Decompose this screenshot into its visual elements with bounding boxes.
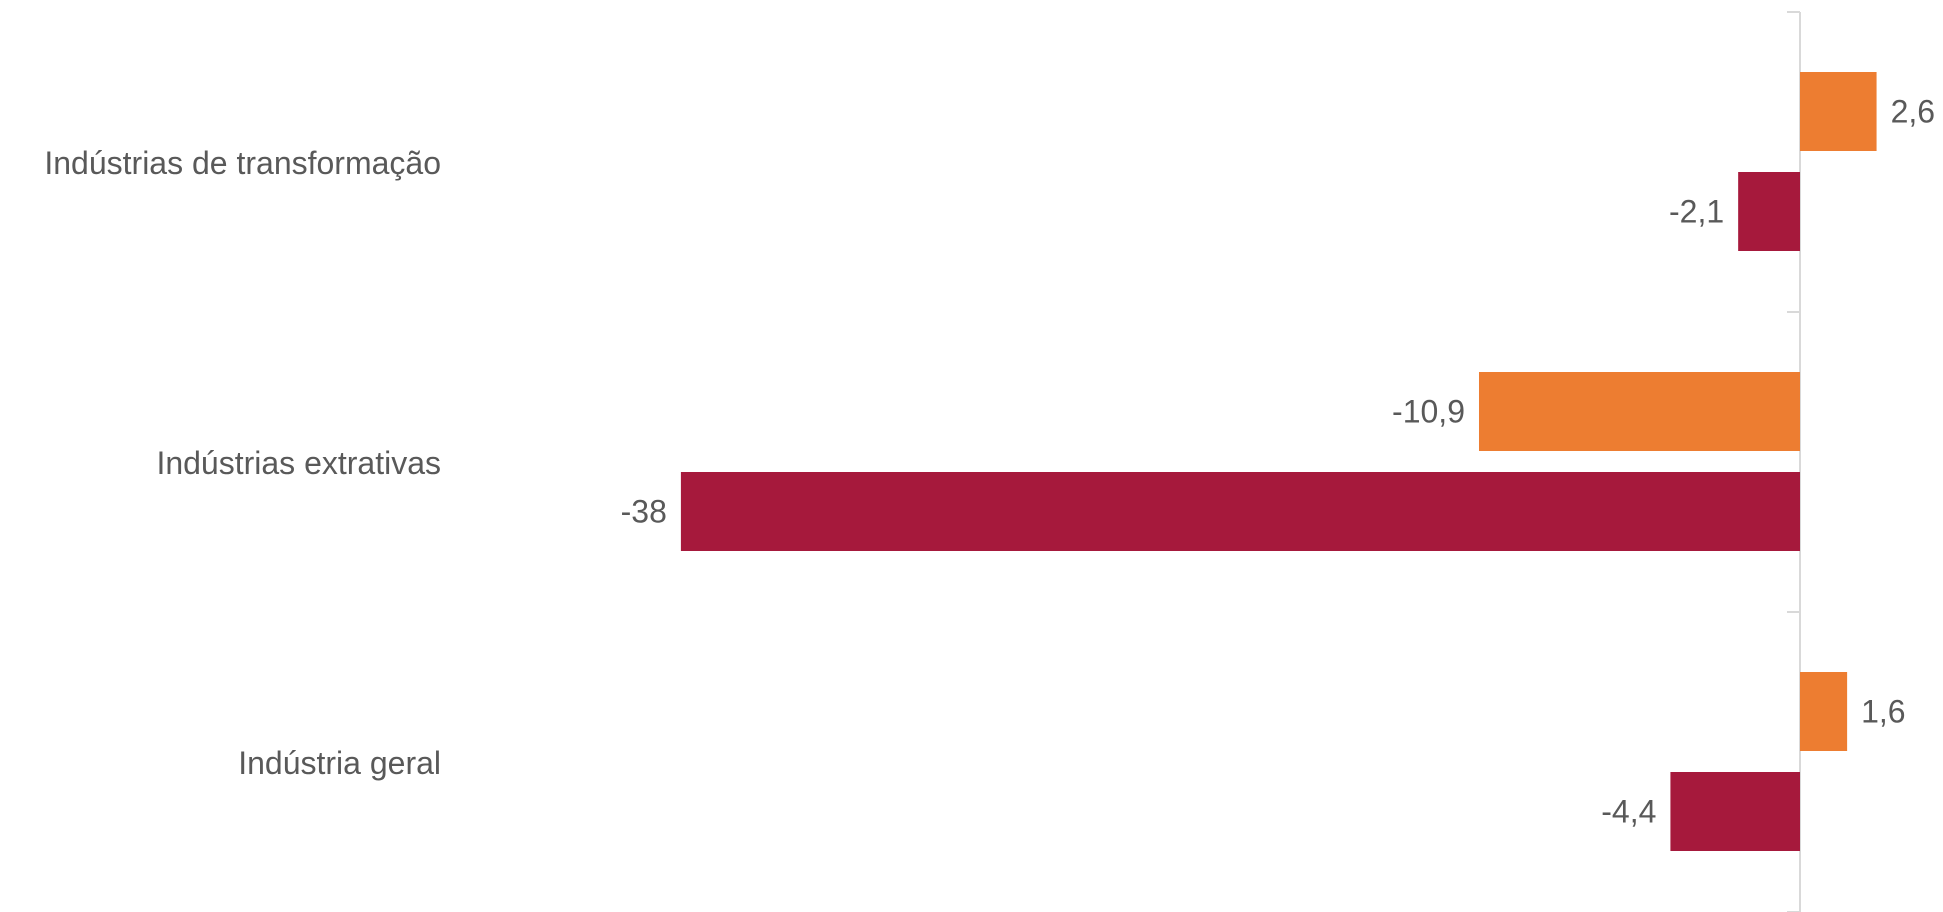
data-label: 1,6 [1861, 694, 1905, 730]
axis-layer [1787, 11, 1801, 912]
bar-layer [680, 72, 1877, 851]
bar [1738, 172, 1800, 251]
data-label: -10,9 [1392, 394, 1465, 430]
bar [680, 472, 1800, 551]
bar [1670, 772, 1800, 851]
bar [1800, 672, 1848, 751]
data-label: -38 [621, 494, 667, 530]
label-layer: Indústrias de transformação Indústrias ex… [44, 94, 1935, 830]
data-label: 2,6 [1891, 94, 1935, 130]
category-label: Indústrias de transformação [44, 145, 441, 181]
data-label: -2,1 [1669, 194, 1724, 230]
category-label: Indústria geral [238, 745, 441, 781]
category-label: Indústrias extrativas [156, 445, 441, 481]
bar [1800, 72, 1877, 151]
data-label: -4,4 [1601, 794, 1656, 830]
bar [1478, 372, 1800, 451]
